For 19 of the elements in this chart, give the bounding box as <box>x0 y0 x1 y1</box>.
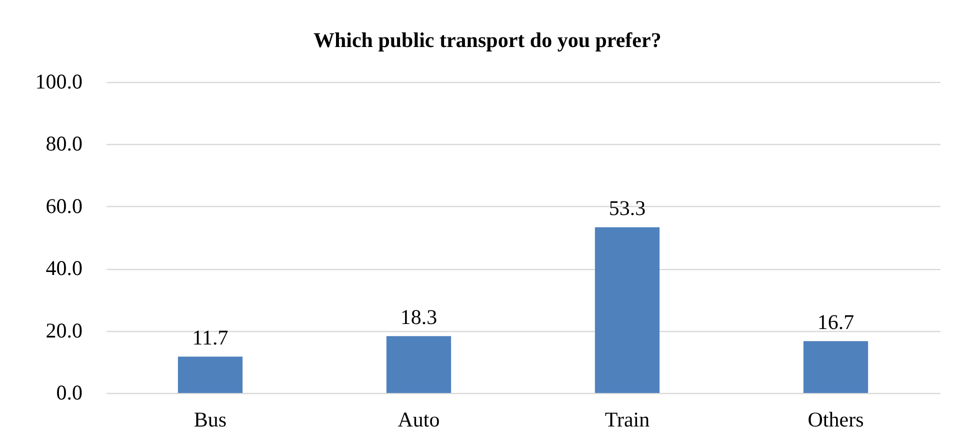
data-label: 18.3 <box>400 305 438 330</box>
data-label: 16.7 <box>817 310 854 334</box>
x-tick-label: Bus <box>194 408 227 432</box>
y-tick-label: 100.0 <box>35 70 82 94</box>
bar <box>386 336 452 393</box>
x-tick-label: Others <box>808 408 864 432</box>
data-label: 53.3 <box>608 196 646 220</box>
data-label: 11.7 <box>192 326 228 350</box>
chart-title: Which public transport do you prefer? <box>313 28 662 52</box>
bar <box>178 356 243 393</box>
bar <box>803 341 868 393</box>
y-tick-label: 80.0 <box>46 132 82 156</box>
y-tick-label: 20.0 <box>46 318 82 342</box>
y-tick-label: 60.0 <box>46 194 82 218</box>
y-tick-label: 0.0 <box>56 380 82 404</box>
bar <box>594 227 660 393</box>
x-tick-label: Auto <box>398 408 440 432</box>
x-tick-label: Train <box>604 408 650 432</box>
y-tick-label: 40.0 <box>46 256 82 280</box>
